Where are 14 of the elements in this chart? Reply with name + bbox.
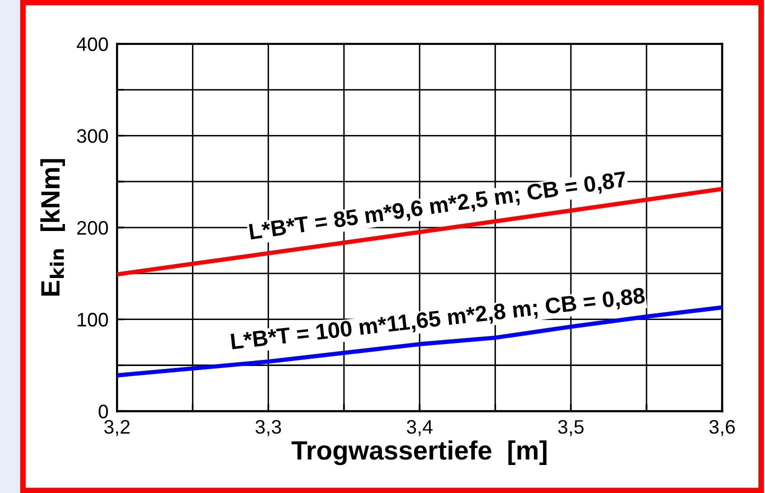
annotation: L*B*T = 100 m*11,65 m*2,8 m; CB = 0,88 bbox=[230, 287, 646, 353]
x-tick-label: 3,5 bbox=[558, 420, 584, 436]
y-tick-label: 200 bbox=[77, 220, 108, 235]
x-tick-label: 3,3 bbox=[256, 420, 281, 436]
y-tick-label: 0 bbox=[98, 404, 108, 418]
x-tick-label: 3,6 bbox=[709, 420, 735, 436]
y-tick-label: 400 bbox=[76, 37, 108, 52]
y-tick-label: 100 bbox=[78, 312, 108, 327]
annotation: L*B*T = 85 m*9,6 m*2,5 m; CB = 0,87 bbox=[248, 171, 628, 243]
x-axis-title: Trogwassertiefe [m] bbox=[292, 440, 546, 466]
x-tick-label: 3,2 bbox=[104, 420, 130, 436]
y-tick-label: 300 bbox=[77, 129, 108, 143]
x-tick-label: 3,4 bbox=[406, 420, 433, 436]
y-axis-title: E$_{kin}$ [kNm] bbox=[40, 159, 65, 296]
